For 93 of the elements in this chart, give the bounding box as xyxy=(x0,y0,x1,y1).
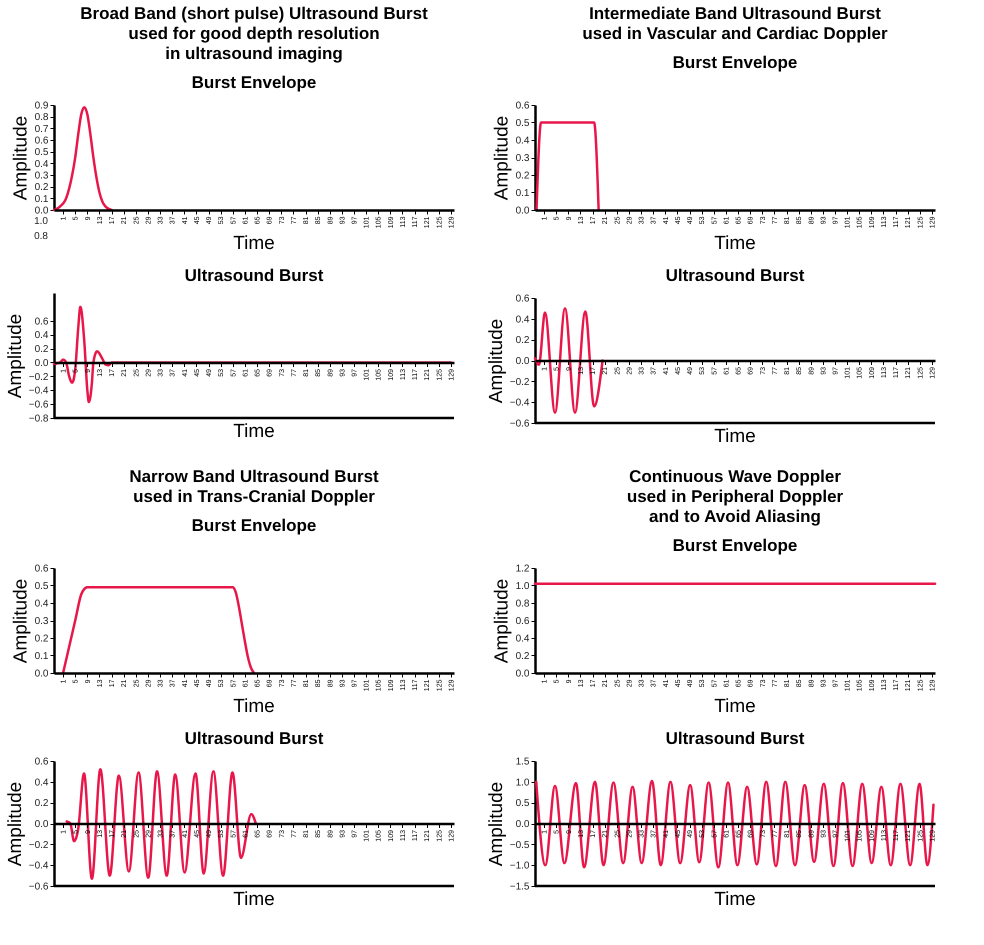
y-tick-label: −0.4 xyxy=(28,860,49,872)
y-tick-label: 0.8 xyxy=(34,112,49,124)
y-tick-label: −0.6 xyxy=(28,882,49,892)
y-tick-label: 1.0 xyxy=(516,581,530,592)
y-tick-label: −0.2 xyxy=(28,840,49,851)
y-axis-title: Amplitude xyxy=(492,578,513,664)
y-tick-label: 0.2 xyxy=(34,344,49,356)
y-tick-label: 0.2 xyxy=(516,170,530,182)
y-tick-label: 0.0 xyxy=(516,668,530,680)
y-tick-label: −0.5 xyxy=(510,840,530,851)
y-tick-label: 0.0 xyxy=(516,819,530,830)
y-tick-label: 0.5 xyxy=(34,581,49,592)
y-tick-label: 0.1 xyxy=(34,194,49,205)
y-tick-label: 0.6 xyxy=(516,616,530,627)
line-series xyxy=(534,780,935,868)
y-tick-label: 0.2 xyxy=(516,335,530,346)
chart-subtitle: Burst Envelope xyxy=(192,73,316,92)
y-axis-title: Amplitude xyxy=(486,318,507,404)
chart-title: Narrow Band Ultrasound Burst used in Trans-Cranial Doppler xyxy=(129,467,380,506)
y-tick-label: 0.2 xyxy=(34,182,49,194)
y-tick-label: −1.5 xyxy=(510,882,530,892)
y-tick-label: 0.5 xyxy=(34,147,49,158)
y-tick-label: 0.6 xyxy=(34,136,49,146)
y-tick-label: 0.0 xyxy=(34,819,49,830)
y-tick-label: 0.6 xyxy=(34,316,49,328)
y-axis-title: Amplitude xyxy=(486,782,507,866)
y-tick-label: −0.4 xyxy=(28,386,49,397)
y-tick-label: −0.8 xyxy=(28,414,49,424)
chart-title: Ultrasound Burst xyxy=(184,729,324,748)
y-tick-label: 0.1 xyxy=(34,651,49,662)
line-series xyxy=(534,307,604,414)
y-tick-label: −0.6 xyxy=(510,418,530,430)
y-tick-label: 0.7 xyxy=(34,124,49,135)
chart-title: Continuous Wave Doppler used in Peripheral Doppler and to Avoid Aliasing xyxy=(626,467,844,526)
y-tick-label: 0.5 xyxy=(516,118,530,129)
y-tick-label: 0.4 xyxy=(34,598,49,610)
y-axis-title: Amplitude xyxy=(10,116,32,200)
y-tick-label: 0.6 xyxy=(516,294,530,304)
chart-title: Ultrasound Burst xyxy=(666,266,805,285)
line-series xyxy=(62,586,256,674)
y-tick-label: 0.4 xyxy=(516,634,530,644)
y-tick-label: −0.2 xyxy=(510,376,530,388)
x-axis-title: Time xyxy=(714,889,756,910)
y-tick-label: 0.4 xyxy=(34,158,49,170)
y-tick-label: 0.3 xyxy=(34,170,49,182)
y-tick-label: 0.0 xyxy=(34,358,49,369)
y-tick-label: −0.2 xyxy=(28,372,49,383)
chart-title: Broad Band (short pulse) Ultrasound Burst used for good depth resolution in ultrasound imaging xyxy=(80,4,428,63)
y-tick-label: 0.3 xyxy=(516,153,530,164)
y-tick-label: 0.0 xyxy=(516,356,530,367)
y-axis-title: Amplitude xyxy=(4,314,26,398)
chart-subtitle: Burst Envelope xyxy=(192,516,316,535)
y-axis-title: Amplitude xyxy=(10,578,32,664)
y-tick-label: 0.0 xyxy=(34,668,49,680)
y-tick-label: −1.0 xyxy=(510,860,530,872)
x-axis-title: Time xyxy=(714,696,756,717)
y-tick-label: −0.4 xyxy=(510,398,530,409)
y-axis-title: Amplitude xyxy=(492,116,513,200)
x-axis-title: Time xyxy=(233,233,275,254)
y-tick-label: 0.3 xyxy=(34,616,49,627)
chart-title: Intermediate Band Ultrasound Burst used in Vascular and Cardiac Doppler xyxy=(582,4,888,43)
chart-subtitle: Burst Envelope xyxy=(672,536,798,555)
x-axis-title: Time xyxy=(714,426,756,447)
y-tick-label: 0.4 xyxy=(34,777,49,788)
x-axis-title: Time xyxy=(233,696,275,717)
chart-title: Ultrasound Burst xyxy=(666,729,805,748)
y-axis-title: Amplitude xyxy=(4,782,26,866)
y-tick-label: 0.4 xyxy=(516,314,530,326)
x-axis-title: Time xyxy=(233,889,275,910)
y-tick-label: 0.6 xyxy=(516,100,530,112)
y-tick-label: 0.0 xyxy=(34,206,49,216)
y-tick-label: 1.5 xyxy=(516,756,530,768)
chart-subtitle: Burst Envelope xyxy=(672,53,798,72)
line-series xyxy=(65,768,258,880)
y-tick-label: 0.4 xyxy=(516,136,530,146)
y-tick-label: 0.2 xyxy=(34,634,49,644)
y-tick-label: 0.8 xyxy=(516,598,530,610)
y-tick-label: 1.2 xyxy=(516,564,530,574)
y-tick-label: 0.5 xyxy=(516,798,530,810)
y-tick-label: 0.6 xyxy=(34,756,49,768)
x-axis-title: Time xyxy=(714,233,756,254)
chart-title: Ultrasound Burst xyxy=(184,266,324,285)
y-tick-label: 0.0 xyxy=(516,206,530,216)
y-tick-label: 0.6 xyxy=(34,564,49,574)
y-tick-label: 0.2 xyxy=(34,798,49,810)
line-series xyxy=(52,306,452,404)
y-tick-label: 1.0 xyxy=(516,777,530,788)
x-axis-title: Time xyxy=(233,421,275,442)
y-tick-label: 0.4 xyxy=(34,330,49,342)
y-tick-label: 0.9 xyxy=(34,100,49,112)
y-tick-label: 0.2 xyxy=(516,651,530,662)
y-tick-label: 0.1 xyxy=(516,188,530,199)
y-tick-label: −0.6 xyxy=(28,400,49,411)
